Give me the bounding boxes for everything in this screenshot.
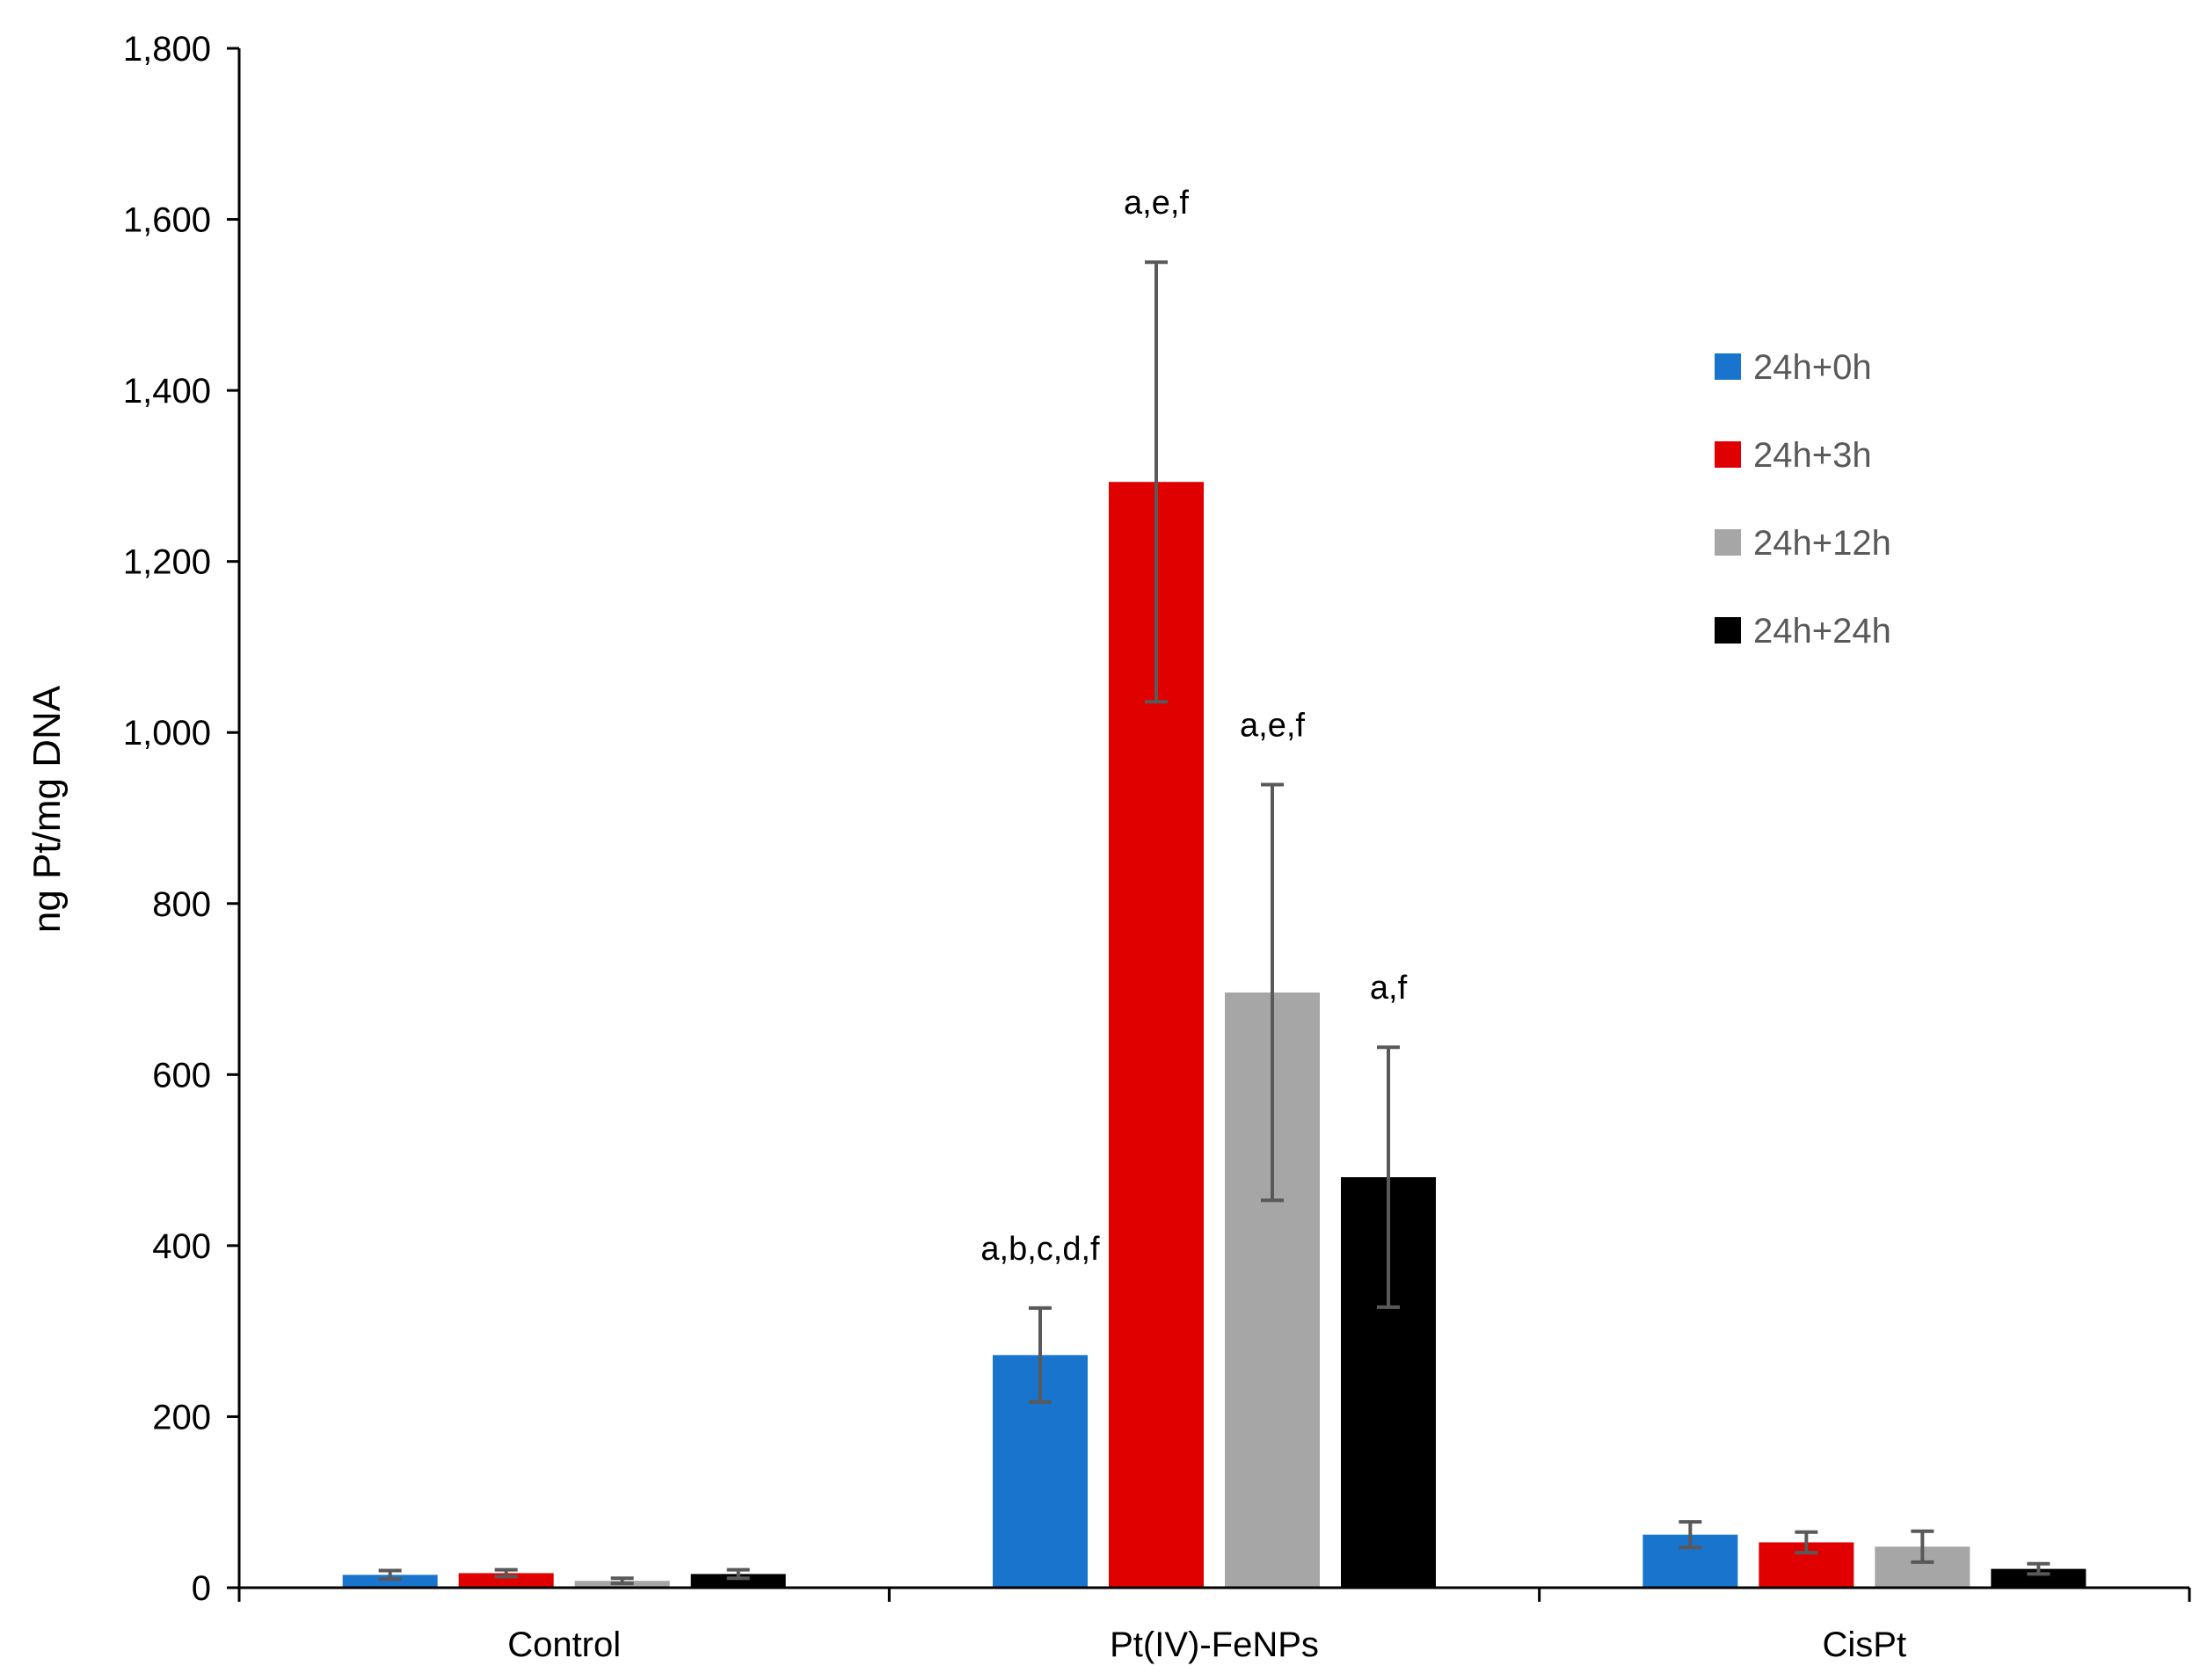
legend-label-24h-24h: 24h+24h — [1753, 612, 1891, 651]
x-category-label: Pt(IV)-FeNPs — [1110, 1625, 1319, 1664]
legend-label-24h-0h: 24h+0h — [1753, 348, 1872, 387]
y-tick-label: 1,200 — [123, 543, 211, 582]
x-category-label: CisPt — [1823, 1625, 1907, 1664]
y-ticks-layer: 0 200 400 600 800 1,000 1,200 1,400 1,600 1,800 — [123, 30, 239, 1608]
legend-label-24h-3h: 24h+3h — [1753, 436, 1872, 475]
significance-annotation: a,b,c,d,f — [980, 1231, 1100, 1268]
x-category-label: Control — [507, 1625, 621, 1664]
significance-annotation: a,e,f — [1124, 185, 1189, 222]
annotations-layer: a,b,c,d,f a,e,f a,e,f a,f — [980, 185, 1407, 1268]
bar-control-24h-24h — [690, 1574, 786, 1588]
x-categories-layer: Control Pt(IV)-FeNPs CisPt — [237, 1588, 2191, 1664]
legend-label-24h-12h: 24h+12h — [1753, 524, 1891, 563]
y-tick-label: 600 — [152, 1056, 211, 1095]
significance-annotation: a,f — [1370, 970, 1408, 1007]
bar-control-24h-0h — [342, 1575, 438, 1588]
legend: 24h+0h 24h+3h 24h+12h 24h+24h — [1715, 348, 1891, 651]
legend-swatch-24h-24h — [1715, 617, 1741, 644]
axes-layer — [237, 48, 2189, 1589]
bar-control-24h-3h — [458, 1573, 554, 1588]
y-tick-label: 1,400 — [123, 372, 211, 411]
legend-swatch-24h-12h — [1715, 529, 1741, 556]
significance-annotation: a,e,f — [1240, 708, 1305, 745]
bar-cispt-24h-24h — [1991, 1568, 2087, 1588]
y-tick-label: 800 — [152, 885, 211, 924]
legend-swatch-24h-0h — [1715, 353, 1741, 380]
y-axis-title: ng Pt/mg DNA — [25, 685, 69, 933]
error-bars-layer — [378, 260, 2050, 1586]
legend-swatch-24h-3h — [1715, 441, 1741, 468]
y-tick-label: 200 — [152, 1398, 211, 1436]
y-tick-label: 1,000 — [123, 714, 211, 753]
y-tick-label: 1,800 — [123, 30, 211, 69]
y-tick-label: 0 — [192, 1569, 211, 1608]
y-tick-label: 1,600 — [123, 201, 211, 240]
y-tick-label: 400 — [152, 1227, 211, 1266]
